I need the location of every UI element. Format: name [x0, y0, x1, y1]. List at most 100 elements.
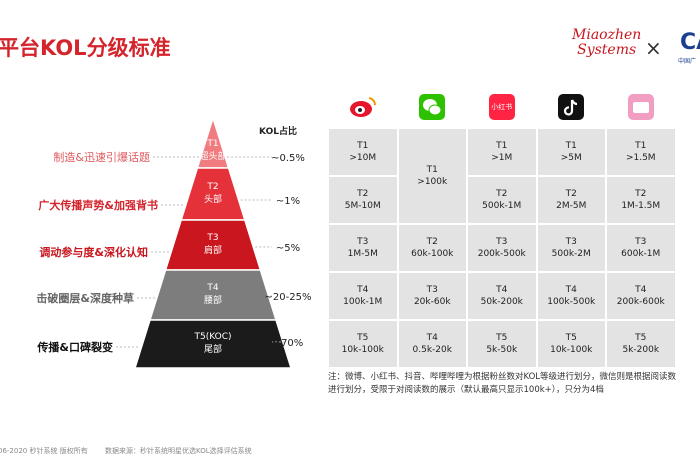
table-cell: T4 200k-600k: [607, 273, 675, 319]
icon-shape: [368, 97, 376, 106]
table-cell: T3 1M-5M: [329, 225, 397, 271]
cell-range: 5k-200k: [622, 345, 660, 355]
cell-range: 1M-5M: [347, 249, 378, 259]
cell-range: 100k-1M: [343, 297, 383, 307]
platform-icon: 小红书: [467, 92, 537, 122]
tier: T2: [206, 182, 218, 192]
table-cell: T4 0.5k-20k: [398, 321, 466, 367]
cell-tier: T4: [357, 285, 369, 295]
goal: 制造&迅速引爆话题: [53, 150, 150, 164]
cell-range: 1M-1.5M: [621, 201, 661, 211]
table-cell: T5 5k-50k: [468, 321, 536, 367]
platform-icon: [328, 92, 398, 122]
cell-range: 20k-60k: [413, 297, 451, 307]
cell-tier: T4: [635, 285, 647, 295]
cell-tier: T5: [357, 333, 369, 343]
wechat-icon: [419, 94, 446, 120]
share: ~70%: [273, 338, 304, 349]
pyramid-band: [133, 319, 293, 369]
pyramid-band: [148, 269, 278, 321]
share: ~5%: [276, 243, 300, 254]
goal: 广大传播声势&加强背书: [38, 198, 158, 212]
cell-tier: T1: [357, 141, 369, 151]
cell-tier: T2: [426, 237, 438, 247]
pyramid-band: [180, 167, 246, 221]
cell-tier: T5: [496, 333, 508, 343]
table-cell: T2 2M-5M: [537, 177, 605, 223]
cell-range: 5M-10M: [344, 201, 381, 211]
cell-tier: T2: [565, 189, 577, 199]
share: ~20-25%: [265, 292, 312, 303]
cell-range: 10k-100k: [341, 345, 384, 355]
cell-tier: T2: [496, 189, 508, 199]
cell-tier: T5: [635, 333, 647, 343]
partner-logo: CA: [680, 30, 700, 55]
table-cell: T1 >1M: [468, 129, 536, 175]
share: ~1%: [276, 196, 300, 207]
cell-tier: T1: [496, 141, 508, 151]
weibo-icon: [349, 97, 376, 117]
cell-tier: T3: [357, 237, 369, 247]
icon-shape: [632, 102, 649, 113]
cell-tier: T4: [496, 285, 508, 295]
cell-range: 2M-5M: [556, 201, 587, 211]
tier-name: 腰部: [204, 294, 222, 306]
cell-range: 500k-1M: [482, 201, 522, 211]
cell-tier: T2: [635, 189, 647, 199]
table-cell: T1 >1.5M: [607, 129, 675, 175]
tier: T4: [206, 283, 218, 293]
platform-icon: [398, 92, 468, 122]
logo-line: Miaozhen: [572, 27, 642, 43]
table-cell: T3 20k-60k: [398, 273, 466, 319]
logo-line: Systems: [577, 42, 637, 58]
source: 数据来源：秒针系统明星优选KOL选择评估系统: [105, 447, 252, 455]
cell-range: 200k-500k: [477, 249, 526, 259]
cell-range: >10M: [349, 153, 377, 163]
table-cell: T2 1M-1.5M: [607, 177, 675, 223]
note: 注：微博、小红书、抖音、哔哩哔哩为根据粉丝数对KOL等级进行划分，微信则是根据阅…: [328, 372, 677, 395]
platform-icon: [537, 92, 607, 122]
cell-range: 10k-100k: [550, 345, 593, 355]
times: ×: [645, 36, 662, 60]
cell-range: >100k: [417, 177, 448, 187]
goal: 击破圈层&深度种草: [36, 291, 134, 305]
table-cell: T5 10k-100k: [329, 321, 397, 367]
cell-tier: T1: [635, 141, 647, 151]
cell-range: 0.5k-20k: [412, 345, 452, 355]
table-cell: T4 50k-200k: [468, 273, 536, 319]
cell-range: >1.5M: [625, 153, 656, 163]
cell-tier: T1: [565, 141, 577, 151]
cell-tier: T2: [357, 189, 369, 199]
table-cell: T4 100k-500k: [537, 273, 605, 319]
table-cell: T2 5M-10M: [329, 177, 397, 223]
cell-tier: T3: [496, 237, 508, 247]
pyramid-band: [164, 219, 262, 271]
cell-range: 100k-500k: [547, 297, 596, 307]
cell-tier: T1: [426, 165, 438, 175]
copyright: 06-2020 秒针系统 版权所有: [0, 447, 88, 455]
table-cell: T2 60k-100k: [398, 225, 466, 271]
tier-name: 超头部: [199, 150, 226, 162]
cell-tier: T3: [635, 237, 647, 247]
bilibili-icon: [627, 94, 654, 120]
share-header: KOL占比: [259, 125, 297, 137]
goal: 传播&口碑裂变: [36, 340, 113, 354]
table-cell: T3 200k-500k: [468, 225, 536, 271]
cell-tier: T3: [565, 237, 577, 247]
goal: 调动参与度&深化认知: [39, 245, 148, 259]
table-cell: T3 600k-1M: [607, 225, 675, 271]
tier-name: 尾部: [204, 343, 222, 355]
table-cell: T3 500k-2M: [537, 225, 605, 271]
cell-tier: T4: [426, 333, 438, 343]
table-cell: T2 500k-1M: [468, 177, 536, 223]
cell-tier: T5: [565, 333, 577, 343]
douyin-icon: [558, 94, 585, 120]
xiaohongshu-icon: 小红书: [488, 94, 515, 120]
tier-name: 肩部: [204, 244, 222, 256]
cell-range: 600k-1M: [621, 249, 661, 259]
cell-tier: T4: [565, 285, 577, 295]
cell-range: >5M: [560, 153, 582, 163]
partner-sub: 中国广: [678, 58, 697, 65]
cell-range: >1M: [491, 153, 513, 163]
